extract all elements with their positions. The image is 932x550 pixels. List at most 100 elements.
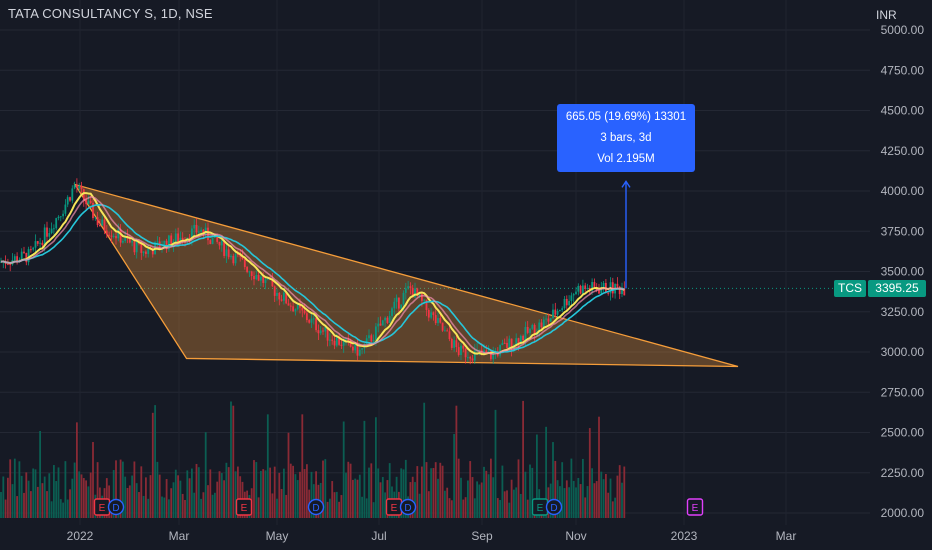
volume-bar	[170, 488, 173, 518]
candle	[289, 305, 292, 307]
volume-bar	[158, 474, 161, 518]
volume-bar	[4, 499, 7, 518]
volume-bar	[568, 487, 570, 518]
candle	[448, 331, 451, 340]
price-tick-label: 2250.00	[881, 466, 925, 480]
price-tick-label: 3750.00	[881, 224, 925, 238]
volume-bar	[552, 442, 554, 518]
candle	[439, 318, 442, 323]
candle	[50, 228, 53, 233]
volume-bar	[335, 491, 338, 518]
volume-bar	[294, 474, 297, 518]
candle	[499, 345, 501, 356]
candle	[53, 228, 55, 230]
candle	[434, 315, 437, 324]
candle	[85, 199, 87, 205]
candle	[174, 233, 177, 242]
candle	[223, 240, 225, 256]
volume-bar	[13, 458, 16, 518]
volume-bar	[7, 477, 9, 518]
volume-bar	[623, 466, 626, 518]
earnings-event-icon[interactable]: E	[235, 498, 253, 516]
volume-bar	[299, 471, 301, 518]
volume-bar	[322, 460, 324, 518]
earnings-event-icon[interactable]: E	[686, 498, 704, 516]
measure-volume: Vol 2.195M	[597, 153, 655, 165]
candle	[264, 279, 267, 283]
volume-bar	[572, 480, 575, 518]
candle	[87, 200, 90, 205]
volume-bar	[437, 478, 439, 518]
volume-bar	[315, 471, 317, 518]
volume-bar	[11, 484, 14, 518]
candle	[450, 339, 453, 348]
volume-bar	[133, 461, 136, 518]
symbol-badge: TCS	[834, 280, 866, 297]
candle	[506, 342, 508, 349]
candle	[32, 247, 35, 250]
candle	[112, 236, 115, 238]
price-tick-label: 4250.00	[881, 144, 925, 158]
symbol-title[interactable]: TATA CONSULTANCY S, 1D, NSE	[8, 6, 213, 21]
candle	[432, 312, 435, 316]
earnings-event-icon[interactable]: E	[385, 498, 403, 516]
volume-bar	[476, 481, 478, 518]
candle	[115, 236, 117, 239]
volume-bar	[59, 499, 62, 518]
candle	[7, 263, 9, 265]
volume-bar	[181, 493, 184, 518]
volume-bar	[469, 461, 472, 518]
volume-bar	[517, 459, 520, 518]
volume-bar	[20, 475, 23, 518]
volume-bar	[253, 460, 255, 518]
volume-bar	[232, 405, 235, 518]
candle	[467, 357, 469, 359]
volume-bar	[480, 482, 483, 518]
last-price-badge: 3395.25	[868, 280, 926, 297]
candle	[36, 241, 39, 244]
volume-bar	[340, 495, 343, 518]
volume-bar	[395, 476, 398, 518]
volume-bar	[561, 462, 564, 518]
earnings-event-icon[interactable]: E	[531, 498, 549, 516]
measure-change: 665.05 (19.69%) 13301	[565, 111, 687, 123]
candle	[464, 348, 467, 358]
earnings-event-icon[interactable]: E	[93, 498, 111, 516]
dividend-event-icon[interactable]: D	[307, 498, 325, 516]
candle	[400, 304, 403, 309]
volume-bar	[271, 493, 274, 518]
volume-bar	[230, 401, 232, 518]
volume-bar	[112, 470, 115, 518]
volume-bar	[82, 478, 85, 518]
candle	[568, 300, 570, 306]
triangle-pattern[interactable]	[73, 183, 739, 368]
dividend-event-icon[interactable]: D	[107, 498, 125, 516]
candle	[27, 249, 30, 263]
dividend-event-icon[interactable]: D	[399, 498, 417, 516]
volume-bar	[204, 432, 207, 518]
volume-bar	[605, 473, 607, 518]
volume-bar	[122, 461, 124, 518]
volume-bar	[526, 499, 529, 518]
volume-bar	[365, 498, 368, 518]
candle	[533, 324, 536, 336]
volume-bar	[600, 471, 603, 518]
volume-bar	[414, 482, 416, 518]
candle	[324, 326, 327, 332]
dividend-event-icon[interactable]: D	[545, 498, 563, 516]
volume-bar	[255, 462, 258, 518]
time-tick-label: Mar	[169, 529, 190, 543]
candle	[292, 306, 294, 312]
candle	[262, 276, 265, 283]
volume-bar	[216, 481, 219, 518]
candle	[34, 241, 37, 248]
volume-bar	[593, 483, 596, 518]
volume-bar	[582, 458, 584, 518]
volume-bar	[64, 461, 67, 518]
candle	[200, 229, 202, 232]
candle	[487, 350, 490, 353]
volume-bar	[89, 472, 92, 518]
candle	[322, 330, 324, 332]
